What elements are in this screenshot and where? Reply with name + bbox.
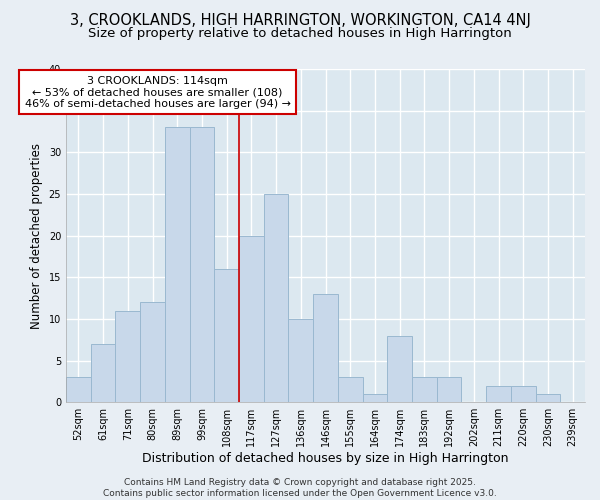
Y-axis label: Number of detached properties: Number of detached properties	[30, 142, 43, 328]
Bar	[338, 377, 362, 402]
Bar	[536, 394, 560, 402]
Bar	[165, 128, 190, 402]
Text: Contains HM Land Registry data © Crown copyright and database right 2025.
Contai: Contains HM Land Registry data © Crown c…	[103, 478, 497, 498]
Bar	[388, 336, 412, 402]
Bar	[214, 269, 239, 402]
Bar	[313, 294, 338, 402]
Bar	[486, 386, 511, 402]
Bar	[437, 377, 461, 402]
Bar	[289, 319, 313, 402]
Bar	[190, 128, 214, 402]
Bar	[91, 344, 115, 402]
Bar	[511, 386, 536, 402]
Text: 3, CROOKLANDS, HIGH HARRINGTON, WORKINGTON, CA14 4NJ: 3, CROOKLANDS, HIGH HARRINGTON, WORKINGT…	[70, 12, 530, 28]
Bar	[239, 236, 264, 402]
Bar	[140, 302, 165, 402]
X-axis label: Distribution of detached houses by size in High Harrington: Distribution of detached houses by size …	[142, 452, 509, 465]
Bar	[115, 310, 140, 402]
Bar	[362, 394, 388, 402]
Bar	[412, 377, 437, 402]
Bar	[66, 377, 91, 402]
Text: Size of property relative to detached houses in High Harrington: Size of property relative to detached ho…	[88, 28, 512, 40]
Bar	[264, 194, 289, 402]
Text: 3 CROOKLANDS: 114sqm
← 53% of detached houses are smaller (108)
46% of semi-deta: 3 CROOKLANDS: 114sqm ← 53% of detached h…	[25, 76, 290, 109]
